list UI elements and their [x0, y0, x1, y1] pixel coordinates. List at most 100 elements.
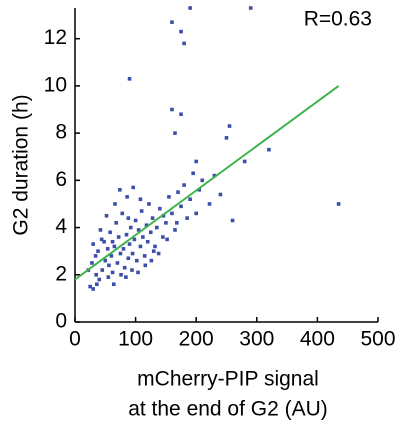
- point: [176, 190, 180, 194]
- y-tick-label: 2: [55, 262, 67, 285]
- point: [93, 254, 98, 258]
- y-axis-label: G2 duration (h): [10, 94, 33, 235]
- x-tick-label: 500: [360, 328, 395, 351]
- point: [161, 235, 165, 239]
- point: [148, 230, 153, 235]
- x-axis-label: at the end of G2 (AU): [128, 398, 328, 421]
- point: [145, 239, 150, 244]
- point: [111, 282, 116, 287]
- point: [248, 6, 253, 10]
- point: [227, 124, 232, 128]
- point: [165, 237, 169, 242]
- point: [144, 223, 149, 228]
- point: [99, 237, 104, 242]
- point: [143, 263, 148, 268]
- point: [125, 195, 129, 199]
- y-tick-label: 0: [55, 310, 67, 333]
- point: [95, 282, 99, 287]
- point: [182, 183, 186, 187]
- point: [155, 225, 159, 230]
- point: [170, 20, 174, 24]
- point: [191, 171, 195, 176]
- point: [212, 173, 217, 178]
- point: [110, 239, 115, 244]
- point: [224, 136, 229, 140]
- point: [121, 247, 126, 251]
- point: [110, 270, 115, 275]
- point: [153, 244, 157, 249]
- point: [182, 41, 186, 46]
- point: [173, 131, 177, 135]
- point: [116, 235, 121, 239]
- point: [98, 228, 103, 232]
- point: [158, 206, 162, 211]
- point: [135, 258, 139, 263]
- point: [88, 284, 92, 289]
- y-tick-label: 12: [44, 26, 67, 49]
- point: [175, 221, 179, 225]
- x-tick-label: 100: [118, 328, 153, 351]
- point: [113, 202, 117, 206]
- point: [179, 112, 183, 117]
- fit-line: [74, 85, 340, 281]
- point: [119, 272, 123, 277]
- annotation: R=0.63: [304, 8, 372, 31]
- point: [133, 218, 138, 223]
- point: [106, 275, 111, 279]
- point: [102, 239, 106, 244]
- point: [126, 216, 131, 220]
- point: [151, 249, 156, 253]
- point: [108, 230, 112, 235]
- point: [136, 270, 140, 275]
- x-tick-label: 0: [69, 328, 81, 351]
- point: [105, 247, 110, 251]
- point: [96, 249, 100, 253]
- point: [170, 211, 174, 216]
- point: [170, 107, 174, 112]
- point: [118, 251, 123, 256]
- point: [138, 197, 143, 202]
- point: [91, 287, 95, 291]
- point: [207, 202, 212, 206]
- x-axis-label: mCherry-PIP signal: [137, 368, 319, 391]
- point: [120, 211, 125, 216]
- point: [156, 251, 161, 256]
- point: [185, 216, 189, 220]
- y-tick-label: 6: [55, 168, 67, 191]
- point: [218, 192, 223, 197]
- x-tick-label: 300: [239, 328, 274, 351]
- point: [147, 202, 151, 206]
- point: [132, 237, 137, 242]
- point: [109, 254, 114, 258]
- point: [104, 213, 109, 218]
- point: [130, 268, 134, 272]
- point: [197, 187, 202, 192]
- point: [94, 272, 99, 277]
- y-tick-label: 8: [55, 121, 67, 144]
- point: [127, 77, 132, 81]
- point: [167, 195, 171, 199]
- point: [107, 263, 111, 268]
- point: [103, 258, 108, 263]
- x-tick-label: 200: [179, 328, 214, 351]
- point: [91, 242, 95, 246]
- point: [127, 242, 132, 246]
- point: [200, 178, 205, 183]
- point: [336, 202, 341, 206]
- point: [118, 187, 122, 192]
- point: [97, 277, 102, 282]
- point: [130, 251, 135, 256]
- point: [194, 159, 198, 164]
- point: [242, 159, 247, 164]
- point: [149, 258, 154, 263]
- point: [124, 232, 129, 237]
- point: [128, 225, 133, 230]
- point: [230, 218, 235, 223]
- point: [150, 216, 155, 220]
- point: [131, 185, 135, 190]
- point: [138, 244, 143, 249]
- point: [115, 261, 120, 265]
- point: [142, 254, 147, 258]
